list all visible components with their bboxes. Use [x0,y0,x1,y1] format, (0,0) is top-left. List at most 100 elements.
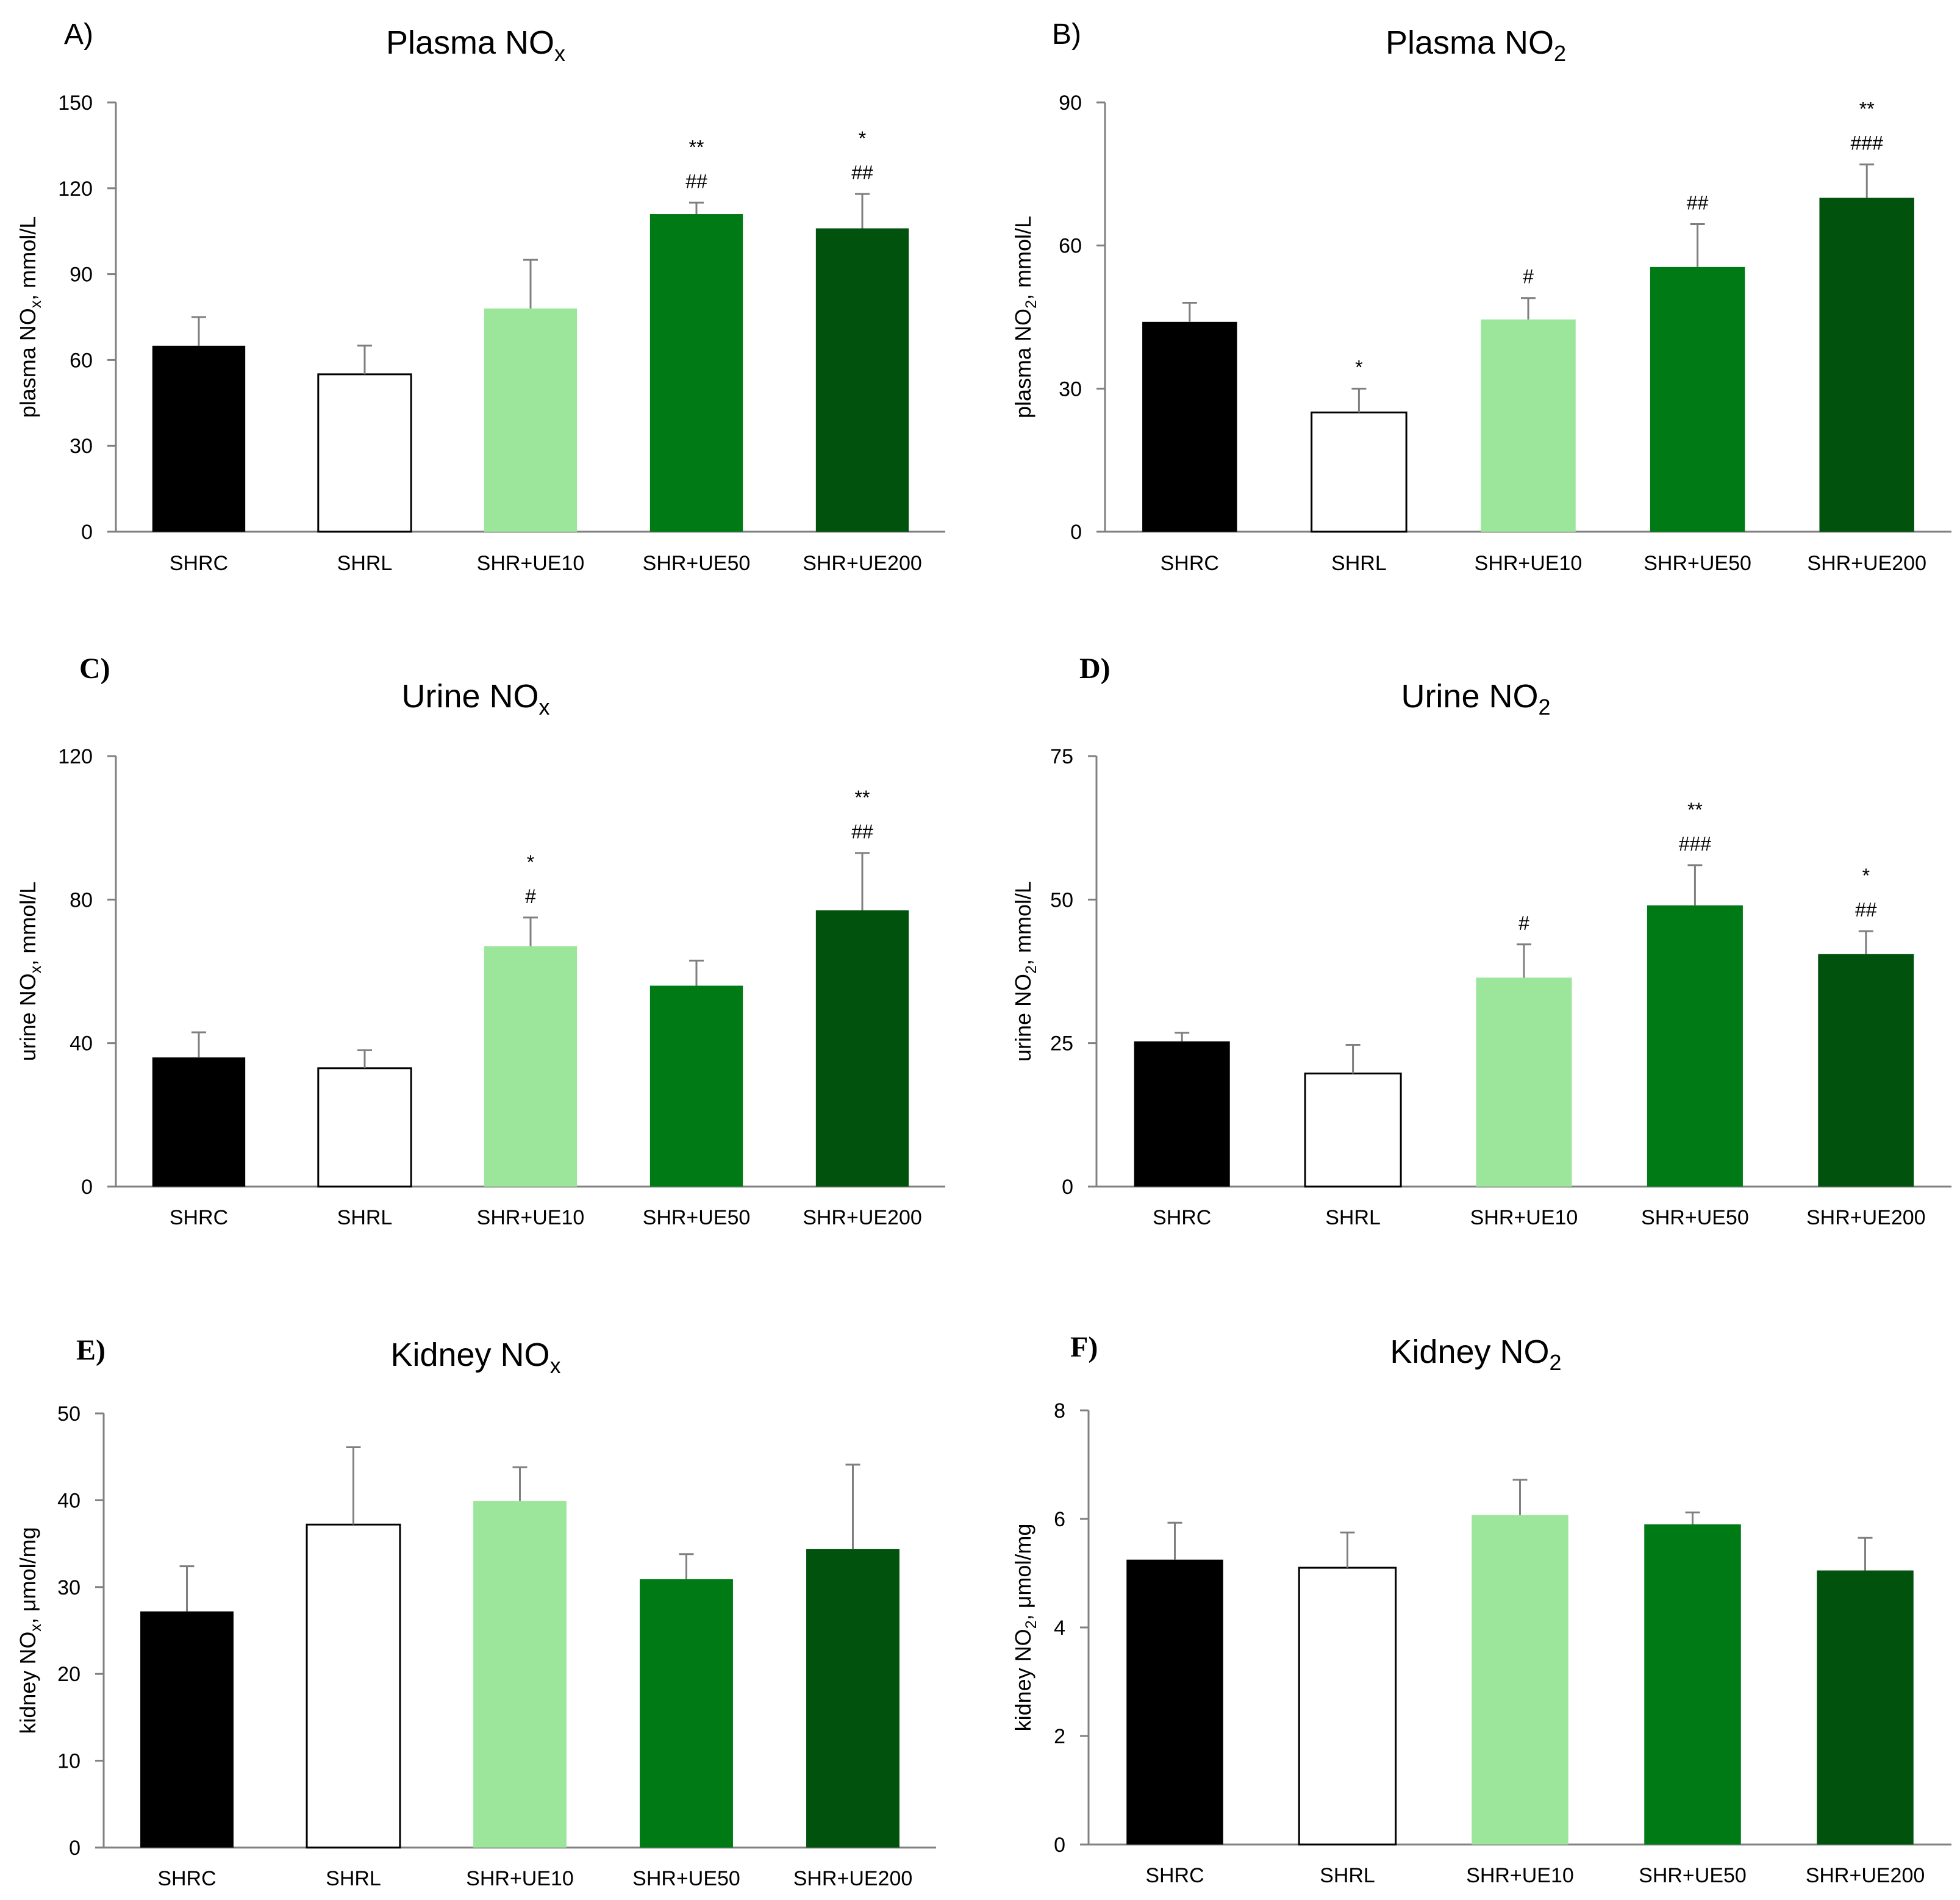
x-tick-label: SHRL [326,1867,381,1890]
bar-shrc [1134,1041,1230,1187]
significance-mark: ** [1687,799,1703,821]
bar-shr-ue200 [1819,198,1914,532]
y-axis-label-unit: , μmol/mg [15,1527,40,1624]
panel-label: D) [1079,652,1111,685]
bar-shr-ue200 [815,228,909,532]
y-tick-label: 50 [57,1402,80,1426]
bar-shr-ue200 [1818,954,1914,1187]
bar-shr-ue200 [806,1549,900,1848]
y-axis-label-subscript: 2 [1023,965,1040,974]
y-axis-label-main: urine NO [1010,974,1035,1062]
chart-title-main: Plasma NO [386,24,554,61]
x-tick-label: SHRC [1145,1864,1204,1887]
significance-mark: * [1355,356,1362,378]
bar-shr-ue50 [1647,905,1743,1187]
x-tick-label: SHRC [1153,1206,1211,1229]
y-tick-label: 60 [1059,235,1082,258]
chart-title: Kidney NO2 [1390,1334,1561,1375]
y-tick-label: 25 [1050,1032,1073,1055]
chart-title-main: Urine NO [1401,678,1538,715]
y-axis-label-main: urine NO [15,973,40,1061]
x-tick-label: SHRC [170,1206,228,1229]
y-axis-label-main: plasma NO [15,308,40,418]
y-tick-label: 30 [57,1576,80,1599]
bar-shr-ue10 [1476,977,1572,1187]
x-tick-label: SHRL [337,552,393,575]
chart-title-subscript: x [550,1353,561,1378]
significance-mark: ** [1859,98,1875,120]
significance-mark: ## [851,162,873,184]
y-axis-label-subscript: x [27,300,45,308]
x-tick-label: SHRL [337,1206,393,1229]
x-tick-label: SHR+UE200 [803,1206,922,1229]
chart-title: Plasma NOx [386,24,565,66]
significance-mark: # [1518,912,1529,934]
bar-shrc [140,1611,234,1848]
bar-shr-ue50 [649,214,743,532]
x-tick-label: SHR+UE10 [1475,552,1583,575]
bar-shr-ue50 [1650,266,1745,532]
significance-mark: ## [1855,899,1877,921]
x-tick-label: SHR+UE200 [1807,552,1926,575]
y-tick-label: 0 [81,1176,93,1199]
bar-shrl [317,373,412,533]
x-tick-label: SHR+UE10 [1470,1206,1578,1229]
y-tick-label: 120 [58,177,93,201]
x-tick-label: SHRL [1331,552,1387,575]
bar-shr-ue10 [473,1501,567,1848]
bar-shr-ue10 [1472,1515,1568,1845]
bar-shrl [317,1067,412,1188]
x-tick-label: SHRL [1320,1864,1375,1887]
x-tick-label: SHR+UE200 [803,552,922,575]
significance-mark: * [1862,865,1870,887]
y-tick-label: 0 [69,1837,80,1860]
panel-label: F) [1070,1331,1098,1363]
x-tick-label: SHR+UE50 [643,552,751,575]
chart-title: Plasma NO2 [1386,24,1566,66]
y-axis-label: kidney NOx, μmol/mg [15,1527,45,1734]
y-tick-label: 40 [57,1489,80,1512]
chart-title-main: Urine NO [401,678,538,715]
y-tick-label: 120 [58,745,93,768]
y-axis-label-subscript: 2 [1023,300,1040,309]
y-tick-label: 80 [70,888,93,912]
y-axis-label-unit: , μmol/mg [1010,1524,1035,1621]
x-tick-label: SHR+UE50 [1639,1864,1747,1887]
x-tick-label: SHR+UE200 [793,1867,913,1890]
y-axis-label-unit: , mmol/L [15,882,40,966]
y-axis-label-subscript: 2 [1023,1620,1040,1629]
x-tick-label: SHR+UE10 [466,1867,574,1890]
chart-title-subscript: 2 [1539,695,1551,720]
bar-shr-ue50 [649,985,743,1187]
y-axis-label-unit: , mmol/L [1010,881,1035,965]
y-tick-label: 40 [70,1032,93,1055]
chart-title: Kidney NOx [390,1337,560,1378]
bar-shr-ue50 [1644,1524,1741,1845]
bar-shr-ue10 [484,308,578,532]
significance-mark: # [525,885,536,907]
panel-label: E) [76,1334,106,1366]
y-tick-label: 2 [1054,1725,1065,1748]
y-axis-label-unit: , mmol/L [15,216,40,301]
bar-shrc [1126,1559,1223,1845]
x-tick-label: SHR+UE10 [477,552,585,575]
bar-shrc [1142,321,1237,532]
bar-shrc [152,1057,246,1187]
y-axis-label: plasma NOx, mmol/L [15,216,45,418]
y-tick-label: 0 [1070,521,1082,544]
y-tick-label: 0 [1054,1834,1065,1857]
significance-mark: ## [685,170,707,192]
y-axis-label-subscript: x [27,1624,45,1632]
x-tick-label: SHR+UE10 [1466,1864,1574,1887]
y-axis-label: urine NO2, mmol/L [1010,881,1040,1062]
y-axis-label-main: plasma NO [1010,309,1035,418]
bar-shr-ue200 [815,910,909,1187]
y-tick-label: 30 [1059,377,1082,401]
y-tick-label: 0 [81,521,93,544]
significance-mark: ** [855,787,870,809]
panel-label: C) [79,652,110,685]
